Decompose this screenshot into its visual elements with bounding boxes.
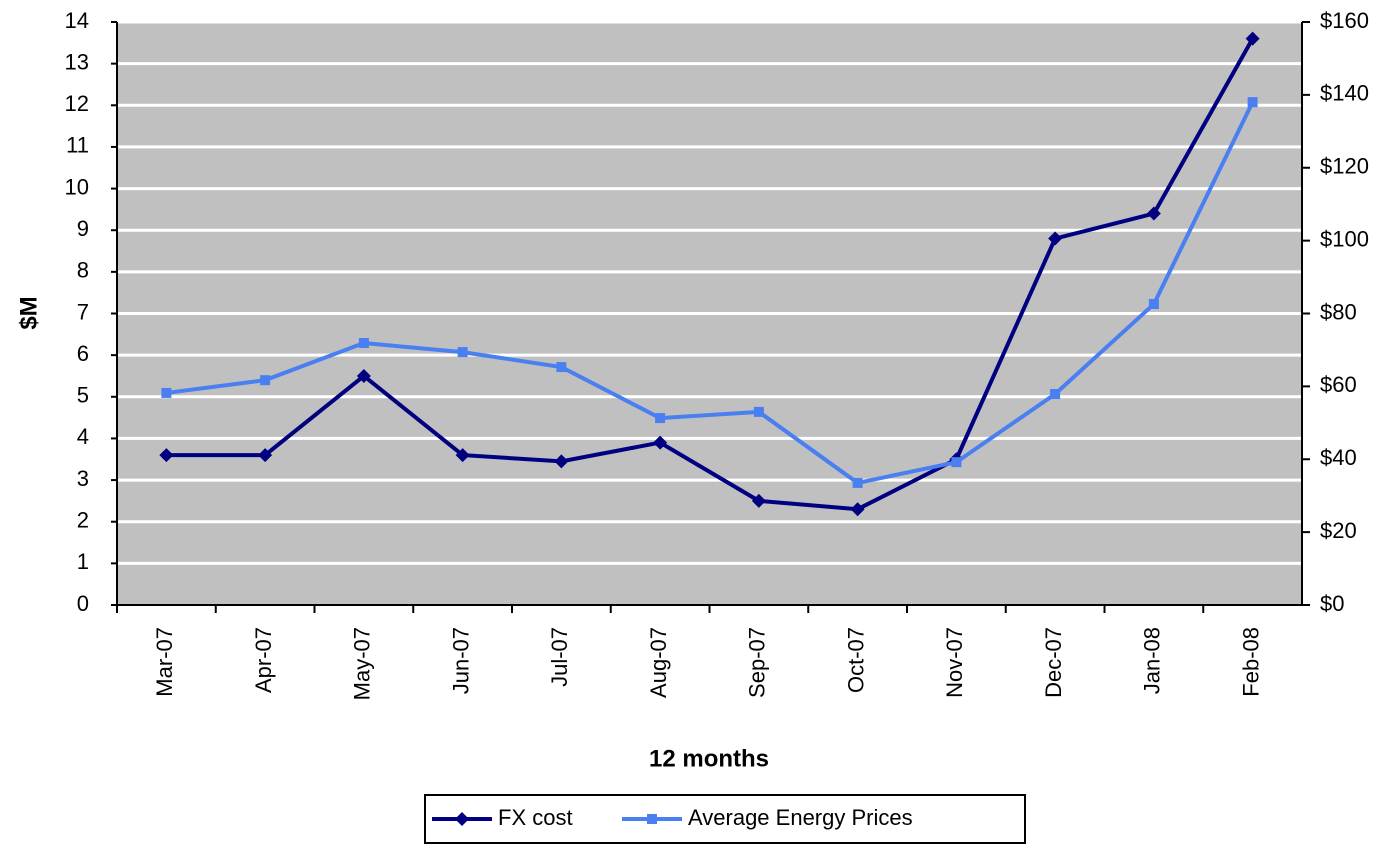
- marker: [1247, 97, 1258, 108]
- y-tick-label: 8: [77, 258, 89, 283]
- y2-tick-label: $60: [1320, 372, 1357, 397]
- x-tick-label: Mar-07: [152, 627, 177, 697]
- marker: [1146, 206, 1161, 221]
- marker: [356, 368, 371, 383]
- marker: [751, 493, 766, 508]
- marker: [455, 448, 470, 463]
- series-line: [166, 101, 1255, 486]
- y2-tick-label: $0: [1320, 591, 1344, 616]
- marker: [850, 502, 865, 517]
- y-tick-label: 10: [65, 174, 89, 199]
- x-tick-label: Oct-07: [843, 627, 868, 693]
- marker: [258, 448, 273, 463]
- y2-tick-label: $20: [1320, 518, 1357, 543]
- marker: [647, 814, 657, 824]
- legend: [424, 794, 1026, 844]
- legend-label: Average Energy Prices: [688, 805, 913, 830]
- y-axis-label: $M: [15, 296, 42, 329]
- series-line: [166, 37, 1255, 512]
- marker: [653, 435, 668, 450]
- marker: [159, 448, 174, 463]
- y-tick-label: 3: [77, 466, 89, 491]
- marker: [457, 347, 468, 358]
- y-tick-label: 9: [77, 216, 89, 241]
- x-tick-label: Dec-07: [1041, 627, 1066, 698]
- y-tick-label: 11: [66, 133, 89, 158]
- marker: [260, 375, 271, 386]
- y-tick-label: 4: [77, 424, 89, 449]
- y-tick-label: 5: [77, 383, 89, 408]
- y2-tick-label: $120: [1320, 154, 1369, 179]
- x-tick-label: Jul-07: [547, 627, 572, 687]
- marker: [655, 413, 666, 424]
- marker: [554, 454, 569, 469]
- marker: [1050, 389, 1061, 400]
- y-tick-label: 0: [77, 591, 89, 616]
- x-axis-label: 12 months: [649, 745, 769, 772]
- y-tick-label: 14: [65, 8, 89, 33]
- x-tick-label: May-07: [350, 627, 375, 700]
- x-tick-label: Feb-08: [1238, 627, 1263, 697]
- y2-tick-label: $40: [1320, 445, 1357, 470]
- y-tick-label: 12: [65, 91, 89, 116]
- y-tick-label: 1: [77, 549, 89, 574]
- marker: [161, 387, 172, 398]
- y2-tick-label: $160: [1320, 8, 1369, 33]
- y-tick-label: 2: [77, 508, 89, 533]
- marker: [358, 338, 369, 349]
- x-tick-label: Sep-07: [745, 627, 770, 698]
- x-tick-label: Aug-07: [646, 627, 671, 698]
- marker: [753, 406, 764, 417]
- marker: [556, 362, 567, 373]
- marker: [1048, 231, 1063, 246]
- x-tick-label: Jan-08: [1140, 627, 1165, 694]
- x-tick-label: Jun-07: [448, 627, 473, 694]
- y2-tick-label: $140: [1320, 81, 1369, 106]
- y-tick-label: 13: [65, 49, 89, 74]
- marker: [455, 812, 469, 826]
- x-tick-label: Nov-07: [942, 627, 967, 698]
- y2-tick-label: $100: [1320, 226, 1369, 251]
- marker: [852, 477, 863, 488]
- marker: [951, 457, 962, 468]
- y-tick-label: 7: [77, 299, 89, 324]
- y-tick-label: 6: [77, 341, 89, 366]
- y2-tick-label: $80: [1320, 299, 1357, 324]
- x-tick-label: Apr-07: [251, 627, 276, 693]
- legend-label: FX cost: [498, 805, 573, 830]
- marker: [1245, 31, 1260, 46]
- marker: [1148, 299, 1159, 310]
